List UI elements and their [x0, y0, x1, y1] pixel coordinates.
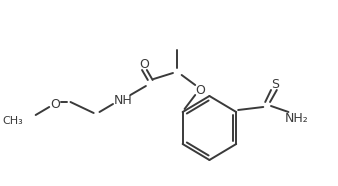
Text: NH₂: NH₂ — [284, 111, 308, 124]
Text: O: O — [195, 84, 205, 97]
Text: S: S — [271, 78, 279, 91]
Text: NH: NH — [113, 94, 132, 107]
Text: O: O — [139, 57, 149, 70]
Text: O: O — [50, 97, 60, 110]
Text: CH₃: CH₃ — [2, 116, 23, 126]
